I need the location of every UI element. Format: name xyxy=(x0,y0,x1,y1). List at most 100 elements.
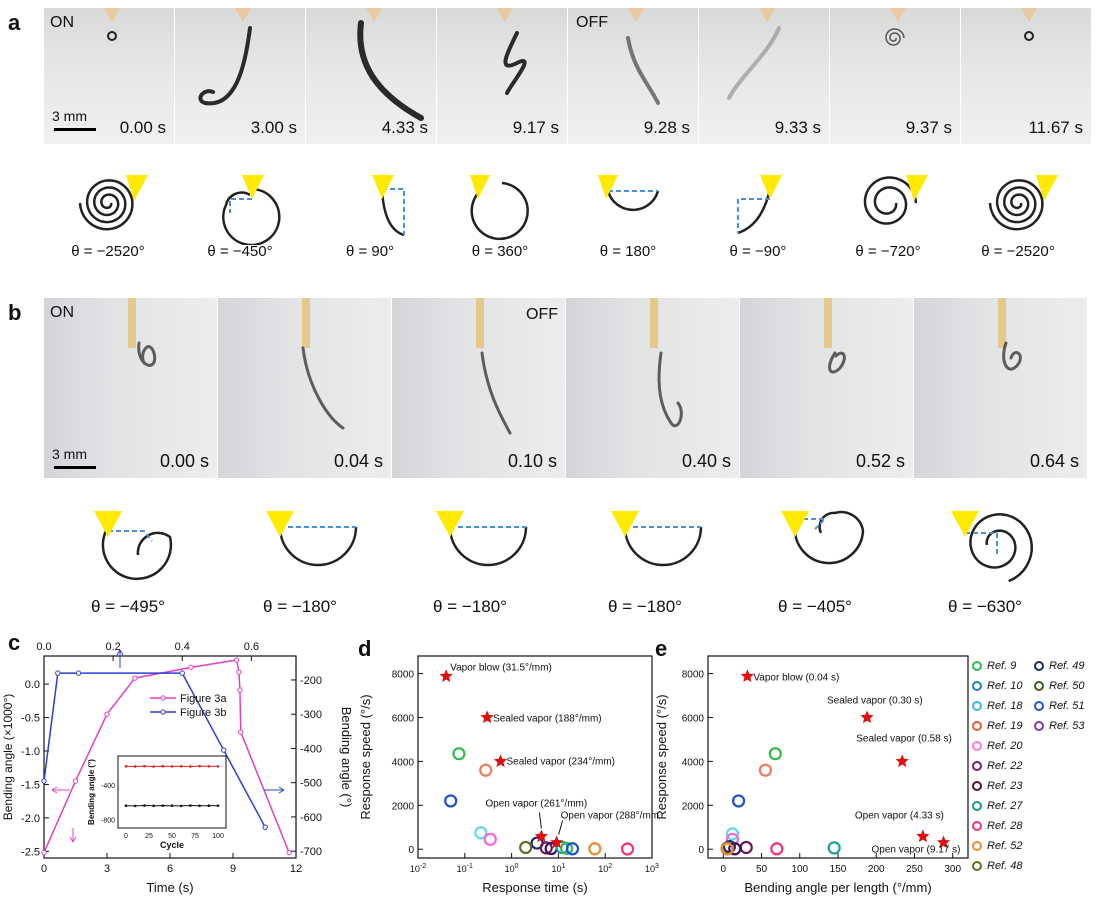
star-label: Open vapor (9.17 s) xyxy=(872,845,961,856)
photo-strip-a xyxy=(497,8,527,95)
x-tick-label: 10-1 xyxy=(457,863,473,874)
photo-frame-b: 0.40 s xyxy=(566,298,739,478)
x-tick-label: 9 xyxy=(230,863,236,875)
inset-upper-point xyxy=(179,764,183,768)
y2-tick-label: -500 xyxy=(300,778,322,790)
needle-tip xyxy=(628,8,644,22)
yellow-clamp xyxy=(1036,175,1058,201)
off-label-a: OFF xyxy=(576,14,608,31)
x-tick-label: 50 xyxy=(756,864,768,875)
yellow-clamp xyxy=(94,511,122,537)
inset-upper-point xyxy=(198,764,201,768)
reference-circle xyxy=(483,832,497,846)
inset-lower-point xyxy=(124,804,128,808)
yellow-clamp xyxy=(436,511,464,537)
yellow-clamp xyxy=(266,511,294,537)
legend-label: Ref. 50 xyxy=(1049,680,1085,692)
needle-tip xyxy=(366,8,382,22)
y2-tick-label: -400 xyxy=(300,743,322,755)
time-label-a: 4.33 s xyxy=(381,118,428,137)
inset-x-tick-label: 75 xyxy=(191,833,199,840)
photo-strip-a xyxy=(1021,8,1037,41)
legend-ring-icon xyxy=(972,681,982,691)
bent-strip xyxy=(198,26,252,106)
this-work-star xyxy=(740,669,754,682)
this-work-star xyxy=(534,829,548,843)
legend-label: Ref. 48 xyxy=(987,860,1023,872)
spiral-curve xyxy=(969,513,1033,583)
time-label-b: 0.64 s xyxy=(1029,451,1079,471)
panel-b-letter: b xyxy=(8,300,22,325)
series-figure-3b-line xyxy=(43,672,266,828)
series-figure-3a-point xyxy=(104,711,110,717)
scale-bar-b xyxy=(54,466,96,469)
y-tick-label: 0 xyxy=(408,845,414,856)
legend-label: Ref. 18 xyxy=(987,700,1023,712)
y2-tick-label: -300 xyxy=(300,709,322,721)
x-tick-label: 3 xyxy=(104,863,110,875)
plot-frame xyxy=(707,655,969,859)
yellow-clamp xyxy=(611,511,639,537)
bending-sketch-a xyxy=(737,175,782,235)
photo-frame-a: 9.33 s xyxy=(699,8,829,144)
needle xyxy=(824,298,832,348)
this-work-star xyxy=(895,754,909,768)
series-figure-3a-point xyxy=(233,657,240,663)
theta-label-a: θ = −90° xyxy=(729,243,787,260)
bent-strip xyxy=(503,31,527,95)
bend-curve xyxy=(380,188,405,237)
inset-y-tick-label: -400 xyxy=(101,783,115,790)
star-label: Sealed vapor (0.58 s) xyxy=(856,733,952,744)
inset-lower-point xyxy=(133,804,137,808)
time-label-a: 3.00 s xyxy=(250,118,297,137)
time-label-b: 0.04 s xyxy=(333,451,383,471)
bending-sketch-a xyxy=(372,175,405,237)
inset-upper-point xyxy=(133,765,137,768)
panel-c-letter: c xyxy=(8,630,21,655)
y-axis-label: Response speed (°/s) xyxy=(358,694,373,819)
yellow-clamp xyxy=(951,511,979,537)
x-tick-label: 200 xyxy=(868,864,885,875)
legend-item: Ref. 50 xyxy=(1034,680,1084,692)
legend-ring-icon xyxy=(972,721,982,731)
x-tick-label: 6 xyxy=(167,863,173,875)
time-label-a: 9.17 s xyxy=(512,118,559,137)
yellow-clamp xyxy=(470,175,490,199)
y-axis-label: Response speed (°/s) xyxy=(654,694,669,819)
needle xyxy=(302,298,310,348)
chart-e: 0 50 100 150 200 250 300 0 2000 4000 6000 8000 Bendi… xyxy=(654,655,969,895)
legend-3a-marker xyxy=(160,695,166,701)
y2-axis-label: Bending angle (°) xyxy=(339,707,354,808)
legend-label: Ref. 22 xyxy=(987,760,1023,772)
bend-curve xyxy=(470,181,529,241)
photo-strip-b xyxy=(998,298,1022,371)
photo-frame-a: 9.28 s xyxy=(568,8,698,144)
angle-guide xyxy=(965,532,998,555)
legend-label: Ref. 23 xyxy=(987,780,1023,792)
legend-item: Ref. 27 xyxy=(972,800,1022,812)
yellow-clamp xyxy=(760,175,782,199)
theta-label-b: θ = −180° xyxy=(608,597,682,616)
y-tick-label: -2.5 xyxy=(21,846,40,858)
legend-label: Ref. 9 xyxy=(987,660,1017,672)
bending-sketch-b xyxy=(94,511,173,581)
bent-strip xyxy=(657,351,683,427)
legend-ring-icon xyxy=(1034,721,1044,731)
x-tick-base: 10 xyxy=(645,864,655,874)
legend-item: Ref. 9 xyxy=(972,660,1016,672)
photo-strip-b xyxy=(650,298,683,427)
panel-a-letter: a xyxy=(8,10,21,35)
inset-y-tick-label: -800 xyxy=(101,817,115,824)
reference-circle xyxy=(739,840,753,855)
angle-guide xyxy=(737,198,770,233)
reference-circle xyxy=(770,842,784,856)
x-tick-label: 101 xyxy=(551,863,565,874)
x-tick-base: 10 xyxy=(598,864,608,874)
theta-label-a: θ = 90° xyxy=(345,243,395,260)
time-label-a: 9.28 s xyxy=(643,118,690,137)
inset-lower-point xyxy=(189,804,192,807)
needle-tip xyxy=(759,8,775,22)
on-label-a: ON xyxy=(50,14,74,31)
coil-spiral xyxy=(885,28,905,46)
annot-arrow xyxy=(538,812,542,829)
